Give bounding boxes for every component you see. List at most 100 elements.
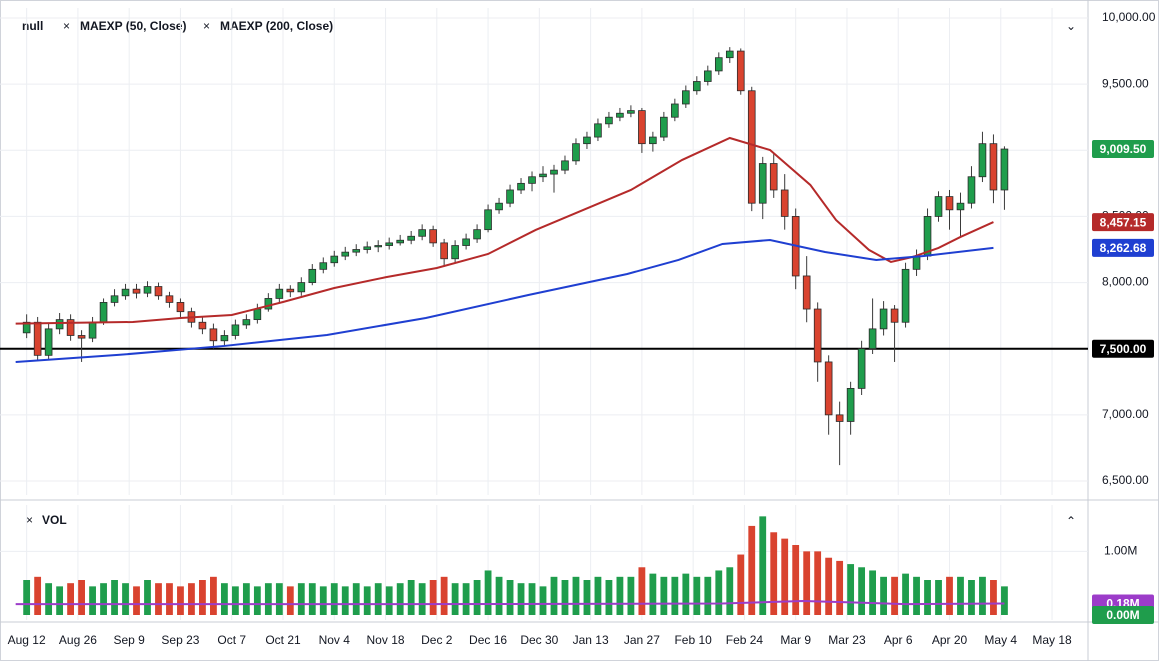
volume-bar [660,576,668,615]
collapse-icon[interactable]: ⌄ [1066,19,1076,33]
price-badge-label: 7,500.00 [1100,342,1147,356]
price-badge [1092,606,1154,624]
volume-bar [506,580,514,615]
volume-bar [671,576,679,615]
candle-body [989,143,998,191]
candle-body [154,286,163,297]
candle-body [55,319,64,330]
candle-body [517,182,525,191]
volume-bar [122,583,129,615]
candle-body [725,50,734,59]
volume-bar [385,586,393,615]
chart-title: null [22,19,43,33]
candle-body [627,110,635,114]
candle-body [956,202,965,211]
candle-body [671,103,679,118]
close-icon[interactable]: × [26,513,33,527]
close-icon[interactable]: × [203,19,210,33]
volume-bar [330,583,338,615]
volume-bar [935,580,942,615]
x-tick-label: Feb 10 [674,633,712,647]
expand-icon[interactable]: ⌃ [1066,514,1076,528]
candle-body [1000,148,1009,191]
volume-bar [539,586,547,615]
x-tick-label: Dec 16 [469,633,507,647]
candle-body [747,90,756,204]
volume-bar [957,576,964,615]
x-tick-label: Sep 9 [114,633,146,647]
volume-bar [352,583,360,615]
volume-bar [594,576,602,615]
x-tick-label: Dec 2 [421,633,453,647]
candle-body [539,173,547,178]
candle-body [418,229,426,237]
candle-body [440,242,448,260]
volume-bar [297,583,305,615]
candle-body [682,90,690,105]
volume-bar [78,580,85,615]
candle-body [22,321,31,334]
candle-body [758,163,767,204]
volume-bar [858,567,866,615]
volume-bar [133,586,140,615]
candle-body [352,249,361,253]
candle-body [396,239,404,244]
legend-entry[interactable]: MAEXP (50, Close) [80,19,186,33]
volume-bar [286,586,294,615]
candle-body [693,81,701,92]
volume-bar [759,516,767,615]
x-tick-label: Aug 26 [59,633,97,647]
volume-bar [880,576,887,615]
legend-entry[interactable]: MAEXP (200, Close) [220,19,333,33]
volume-bar [979,576,986,615]
candle-body [363,246,372,250]
volume-bar [242,583,250,615]
candle-body [594,123,602,138]
candle-body [890,308,899,323]
candle-body [253,308,262,321]
candle-body [220,335,229,342]
candle-body [231,324,240,336]
volume-bar [693,576,701,615]
x-tick-label: Feb 24 [726,633,764,647]
price-badge-label: 9,009.50 [1100,142,1147,156]
volume-bar [341,586,349,615]
volume-bar [111,580,118,615]
candle-body [506,189,514,204]
candle-body [550,169,558,175]
volume-bar [45,583,53,615]
volume-bar [781,538,789,615]
volume-bar [462,583,470,615]
price-badge-label: 8,262.68 [1100,241,1147,255]
volume-bar [572,576,580,615]
volume-bar [924,580,931,615]
volume-bar [396,583,404,615]
candle-body [945,196,954,211]
close-icon[interactable]: × [63,19,70,33]
volume-bar [177,586,184,615]
candle-body [484,209,492,231]
candle-body [242,319,251,326]
volume-bar [902,573,909,615]
candle-body [110,295,119,303]
y-tick-label: 6,500.00 [1102,473,1149,487]
volume-title[interactable]: VOL [42,513,67,527]
candle-body [769,163,778,191]
volume-bar [770,532,778,615]
x-tick-label: Jan 27 [624,633,660,647]
volume-bar [946,576,953,615]
candle-body [99,302,108,323]
candle-body [176,302,185,313]
x-tick-label: Nov 18 [367,633,405,647]
candle-body [703,70,712,82]
y-tick-label: 8,000.00 [1102,275,1149,289]
x-tick-label: May 4 [984,633,1017,647]
candle-body [912,255,921,270]
volume-bar [89,586,96,615]
candle-body [868,328,877,350]
volume-bar [319,586,327,615]
candle-body [308,268,317,283]
candle-body [330,255,339,264]
